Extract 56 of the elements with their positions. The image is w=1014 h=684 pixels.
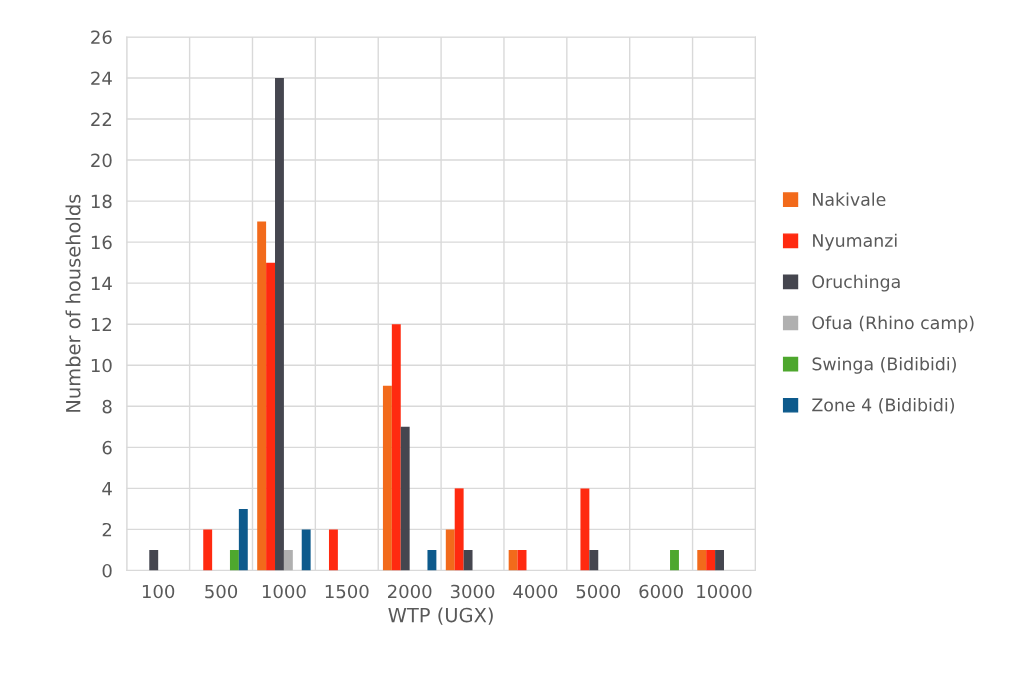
bar	[715, 549, 724, 571]
x-tick-label: 500	[205, 584, 238, 599]
bar	[149, 549, 159, 571]
bar	[229, 549, 239, 571]
bar	[670, 549, 679, 571]
legend-label: Nakivale	[813, 192, 886, 206]
bar	[257, 221, 267, 571]
bar	[203, 529, 213, 571]
y-tick-label: 2	[102, 522, 112, 537]
legend-label: Nyumanzi	[813, 233, 897, 251]
y-tick-label: 10	[91, 358, 112, 373]
y-tick-label: 22	[91, 112, 112, 126]
y-tick-label: 18	[91, 194, 112, 209]
y-tick-label: 20	[91, 153, 112, 168]
bar	[427, 549, 437, 571]
x-tick-label: 4000	[513, 584, 558, 599]
bar	[391, 324, 401, 571]
y-tick-label: 26	[91, 30, 112, 45]
x-tick-label: 1500	[325, 584, 369, 599]
x-tick-label: 2000	[388, 584, 432, 599]
bar	[382, 385, 392, 571]
x-axis-title: WTP (UGX)	[388, 607, 493, 625]
x-tick-label: 10000	[697, 584, 752, 599]
bar	[275, 77, 284, 571]
legend-label: Zone 4 (Bidibidi)	[812, 398, 955, 414]
bar	[328, 529, 338, 571]
bar	[580, 488, 590, 571]
bar	[266, 262, 276, 571]
bar	[508, 549, 518, 571]
y-tick-label: 24	[91, 71, 112, 85]
bar	[589, 549, 599, 571]
y-tick-label: 14	[91, 276, 112, 291]
x-tick-label: 100	[142, 584, 175, 599]
bar	[445, 529, 455, 571]
y-tick-label: 12	[91, 317, 112, 332]
bar	[238, 508, 248, 571]
bar	[400, 426, 410, 571]
x-tick-label: 1000	[262, 584, 306, 599]
x-tick-label: 5000	[576, 584, 621, 599]
x-tick-label: 6000	[639, 584, 683, 599]
bar	[283, 549, 293, 571]
y-tick-label: 8	[102, 399, 112, 414]
y-tick-label: 4	[102, 482, 112, 496]
y-tick-label: 0	[102, 563, 112, 578]
bar	[706, 549, 716, 571]
bar	[301, 529, 311, 571]
legend-label: Oruchinga	[812, 274, 900, 292]
legend-label: Ofua (Rhino camp)	[812, 315, 974, 333]
y-tick-label: 6	[102, 440, 112, 455]
bar	[463, 549, 473, 571]
bar	[454, 488, 464, 571]
y-axis-title: Number of households	[65, 194, 81, 412]
bar	[697, 549, 707, 571]
y-tick-label: 16	[91, 235, 112, 250]
x-tick-label: 3000	[450, 584, 495, 599]
legend-label: Swinga (Bidibidi)	[812, 356, 956, 374]
